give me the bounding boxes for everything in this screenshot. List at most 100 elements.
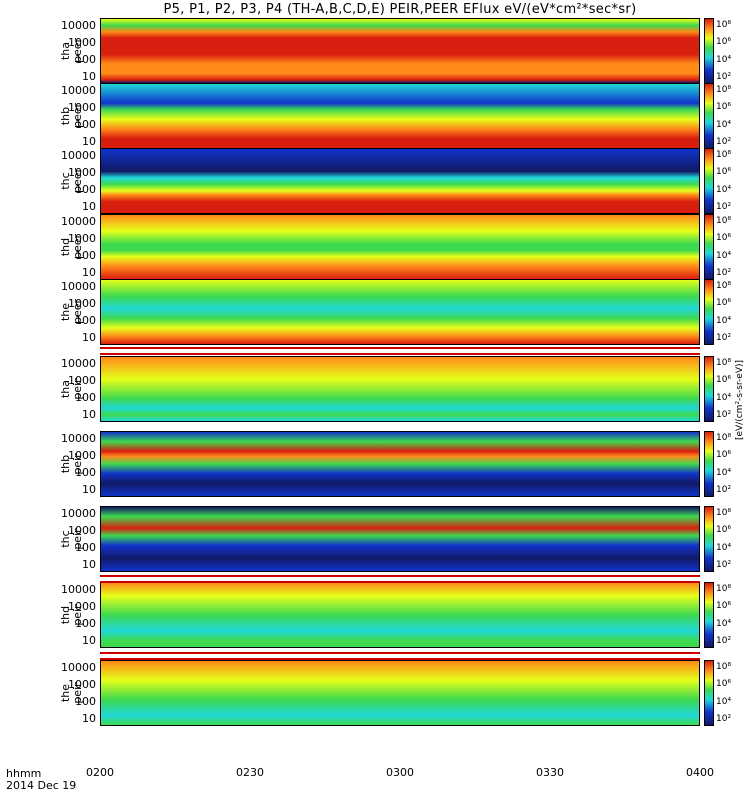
y-tick-label: 10 [82,483,96,497]
panel-label: thd peer [59,233,84,259]
panel-label: thc peer [59,167,84,193]
colorbar-tick-label: 10⁸ [716,358,732,368]
y-tick-label: 100 [75,541,96,555]
y-tick-label: 10 [82,135,96,149]
colorbar [704,660,714,726]
x-tick-label: 0330 [536,766,564,779]
colorbar-tick-label: 10⁴ [716,315,732,326]
colorbar-tick-label: 10⁴ [716,467,732,478]
colorbar-tick-label: 10⁶ [716,298,732,309]
y-tick-label: 10000 [61,582,96,596]
spectrogram-image [100,660,700,726]
chart-title: P5, P1, P2, P3, P4 (TH-A,B,C,D,E) PEIR,P… [163,2,637,17]
y-tick-label: 10 [82,634,96,648]
spectrogram-image [100,431,700,497]
y-tick-label: 100 [75,314,96,328]
y-tick-label: 10 [82,266,96,280]
x-tick-label: 0300 [386,766,414,779]
colorbar-tick-label: 10² [716,410,732,420]
y-tick-label: 100 [75,118,96,132]
colorbar [704,582,714,648]
y-tick-label: 100 [75,391,96,405]
y-tick-label: 1000 [68,600,96,614]
colorbar [704,148,714,214]
y-tick-label: 10000 [61,660,96,674]
colorbar-tick-label: 10⁶ [716,233,732,244]
y-tick-label: 100 [75,249,96,263]
colorbar-tick-label: 10⁴ [716,54,732,65]
colorbar [704,214,714,280]
spectrogram-panel [100,506,700,572]
colorbar-tick-label: 10² [716,202,732,212]
y-tick-label: 100 [75,466,96,480]
spectrogram-panel [100,214,700,280]
data-gap-bar [100,347,700,355]
spectrogram-image [100,279,700,345]
colorbar-tick-label: 10² [716,485,732,495]
panel-label: tha peer [59,37,84,63]
colorbar-tick-label: 10⁸ [716,433,732,443]
colorbar-tick-label: 10⁶ [716,679,732,690]
spectrogram-image [100,214,700,280]
colorbar-tick-label: 10⁸ [716,216,732,226]
y-tick-label: 1000 [68,678,96,692]
x-tick-label: 0230 [236,766,264,779]
y-tick-label: 1000 [68,297,96,311]
colorbar-tick-label: 10⁴ [716,119,732,130]
time-format-label: hhmm [6,767,42,780]
y-tick-label: 10000 [61,148,96,162]
colorbar [704,506,714,572]
x-tick-label: 0400 [686,766,714,779]
spectrogram-panel [100,148,700,214]
y-tick-label: 1000 [68,524,96,538]
colorbar-tick-label: 10⁸ [716,150,732,160]
y-tick-label: 10 [82,331,96,345]
y-tick-label: 10 [82,70,96,84]
colorbar-tick-label: 10⁴ [716,696,732,707]
colorbar-tick-label: 10⁸ [716,20,732,30]
y-tick-label: 10000 [61,214,96,228]
spectrogram-image [100,582,700,648]
colorbar [704,83,714,149]
colorbar-tick-label: 10⁶ [716,102,732,113]
colorbar [704,356,714,422]
y-tick-label: 10000 [61,356,96,370]
spectrogram-image [100,506,700,572]
y-tick-label: 1000 [68,36,96,50]
spectrogram-image [100,18,700,84]
spectrogram-image [100,148,700,214]
spectrogram-panel [100,431,700,497]
spectrogram-panel [100,83,700,149]
spectrogram-panel [100,356,700,422]
y-tick-label: 10 [82,408,96,422]
colorbar-tick-label: 10² [716,560,732,570]
y-tick-label: 1000 [68,374,96,388]
colorbar-tick-label: 10² [716,268,732,278]
colorbar-tick-label: 10⁶ [716,37,732,48]
colorbar-tick-label: 10² [716,72,732,82]
colorbar-tick-label: 10² [716,137,732,147]
spectrogram-panel [100,18,700,84]
panel-label: the peir [59,682,84,704]
colorbar-tick-label: 10⁴ [716,542,732,553]
colorbar-tick-label: 10⁸ [716,662,732,672]
y-tick-label: 10000 [61,279,96,293]
colorbar-tick-label: 10⁴ [716,184,732,195]
spectrogram-panel [100,582,700,648]
y-tick-label: 100 [75,617,96,631]
y-tick-label: 10000 [61,83,96,97]
x-tick-label: 0200 [86,766,114,779]
panel-label: the peer [59,298,84,324]
spectrogram-panel [100,279,700,345]
colorbar-unit-label: [eV/(cm²-s-sr-eV)] [735,359,745,441]
spectrogram-image [100,83,700,149]
y-tick-label: 10000 [61,18,96,32]
colorbar-tick-label: 10⁸ [716,508,732,518]
colorbar-tick-label: 10⁶ [716,525,732,536]
colorbar-tick-label: 10² [716,333,732,343]
y-tick-label: 10 [82,200,96,214]
y-tick-label: 1000 [68,166,96,180]
y-tick-label: 10000 [61,431,96,445]
panel-label: thb peir [59,453,84,475]
panel-label: thd peir [59,604,84,626]
